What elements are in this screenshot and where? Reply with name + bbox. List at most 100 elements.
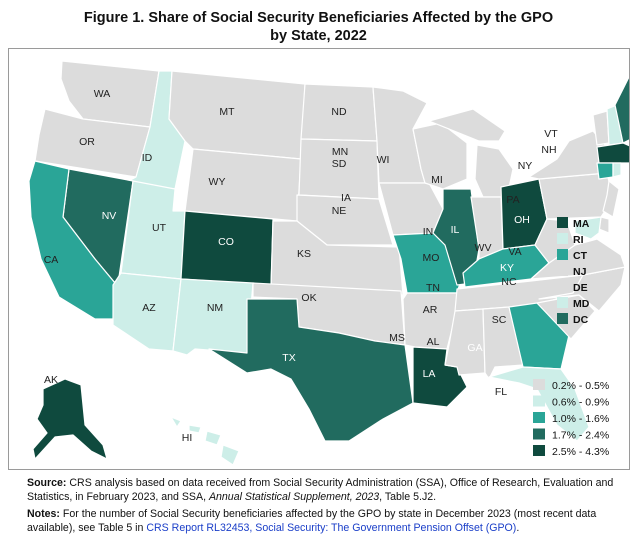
source-note: Source: CRS analysis based on data recei… bbox=[27, 476, 627, 504]
label-VA: VA bbox=[508, 246, 521, 258]
source-text: CRS analysis based on data received from… bbox=[27, 477, 614, 503]
map-legend: 0.2% - 0.5% 0.6% - 0.9% 1.0% - 1.6% 1.7% - … bbox=[533, 379, 609, 458]
label-AL: AL bbox=[427, 336, 440, 348]
small-key-label-dc: DC bbox=[573, 314, 589, 326]
figure-title-line1: Figure 1. Share of Social Security Benef… bbox=[83, 10, 554, 26]
label-ND: ND bbox=[331, 106, 347, 118]
notes-note: Notes: For the number of Social Security… bbox=[27, 507, 627, 535]
label-PA: PA bbox=[506, 194, 519, 206]
label-ID: ID bbox=[142, 152, 153, 164]
label-WI: WI bbox=[377, 154, 390, 166]
state-FL bbox=[488, 366, 590, 442]
label-CA: CA bbox=[44, 254, 59, 266]
notes-text: For the number of Social Security benefi… bbox=[27, 508, 597, 534]
small-key-label-ma: MA bbox=[573, 218, 590, 230]
label-MN: MN bbox=[332, 146, 348, 158]
state-PA bbox=[538, 172, 614, 220]
legend-label-3: 1.0% - 1.6% bbox=[552, 413, 609, 425]
legend-swatch-1 bbox=[533, 379, 545, 390]
state-CO bbox=[180, 210, 274, 286]
label-NY: NY bbox=[518, 160, 533, 172]
state-WV bbox=[534, 218, 576, 264]
small-states-key: MA RI CT NJ DE MD DC bbox=[557, 217, 590, 326]
crs-report-link[interactable]: CRS Report RL32453, Social Security: The… bbox=[146, 522, 517, 534]
legend-label-5: 2.5% - 4.3% bbox=[552, 446, 609, 458]
state-MT bbox=[168, 70, 306, 160]
state-NJ bbox=[602, 180, 620, 218]
legend-swatch-2 bbox=[533, 395, 545, 407]
label-NH: NH bbox=[541, 144, 556, 156]
state-WY bbox=[184, 148, 302, 222]
small-key-label-ri: RI bbox=[573, 234, 584, 246]
state-NM bbox=[172, 278, 254, 356]
source-italic: Annual Statistical Supplement, 2023 bbox=[208, 491, 380, 503]
small-key-label-de: DE bbox=[573, 282, 588, 294]
label-VT: VT bbox=[544, 128, 558, 140]
state-GA bbox=[508, 302, 570, 370]
state-RI bbox=[612, 162, 622, 178]
state-CT bbox=[596, 162, 614, 180]
small-key-swatch-md bbox=[557, 297, 568, 308]
label-NE: NE bbox=[332, 205, 347, 217]
label-LA: LA bbox=[423, 368, 436, 380]
label-MI: MI bbox=[431, 174, 443, 186]
small-key-swatch-dc bbox=[557, 313, 568, 324]
label-WA: WA bbox=[94, 88, 111, 100]
legend-label-2: 0.6% - 0.9% bbox=[552, 397, 609, 409]
small-key-swatch-ma bbox=[557, 217, 568, 228]
label-TN: TN bbox=[426, 282, 440, 294]
state-MA bbox=[596, 142, 629, 164]
label-NV: NV bbox=[102, 210, 117, 222]
label-CO: CO bbox=[218, 236, 234, 248]
legend-swatch-5 bbox=[533, 445, 545, 456]
label-KS: KS bbox=[297, 248, 311, 260]
label-NC: NC bbox=[501, 276, 517, 288]
state-CA bbox=[28, 160, 116, 320]
label-IA: IA bbox=[341, 192, 351, 204]
notes-label: Notes: bbox=[27, 508, 60, 520]
small-key-label-md: MD bbox=[573, 298, 590, 310]
label-OR: OR bbox=[79, 136, 95, 148]
label-HI: HI bbox=[182, 432, 193, 444]
label-NM: NM bbox=[207, 302, 223, 314]
source-text-end: , Table 5.J2. bbox=[379, 491, 437, 503]
small-key-swatch-nj bbox=[557, 265, 568, 276]
label-MT: MT bbox=[219, 106, 235, 118]
label-GA: GA bbox=[467, 342, 482, 354]
label-TX: TX bbox=[282, 352, 295, 364]
state-TX bbox=[208, 298, 414, 442]
legend-label-1: 0.2% - 0.5% bbox=[552, 380, 609, 392]
label-OK: OK bbox=[301, 292, 316, 304]
label-UT: UT bbox=[152, 222, 167, 234]
small-key-label-nj: NJ bbox=[573, 266, 587, 278]
label-KY: KY bbox=[500, 262, 514, 274]
label-AK: AK bbox=[44, 374, 58, 386]
label-ME: ME bbox=[557, 110, 573, 122]
figure-title-line2: by State, 2022 bbox=[270, 28, 367, 44]
state-NE bbox=[296, 194, 394, 246]
label-IL: IL bbox=[451, 224, 460, 236]
state-HI bbox=[170, 416, 240, 466]
small-key-swatch-ct bbox=[557, 249, 568, 260]
label-IN: IN bbox=[423, 226, 434, 238]
state-AK bbox=[32, 378, 108, 460]
label-MO: MO bbox=[423, 252, 440, 264]
label-WV: WV bbox=[475, 242, 492, 254]
label-MS: MS bbox=[389, 332, 405, 344]
state-MD bbox=[574, 216, 602, 240]
label-FL: FL bbox=[495, 386, 507, 398]
small-key-label-ct: CT bbox=[573, 250, 588, 262]
legend-swatch-3 bbox=[533, 412, 545, 423]
label-SC: SC bbox=[492, 314, 507, 326]
small-key-swatch-de bbox=[557, 281, 568, 292]
small-key-swatch-ri bbox=[557, 233, 568, 244]
source-label: Source: bbox=[27, 477, 67, 489]
legend-label-4: 1.7% - 2.4% bbox=[552, 430, 609, 442]
label-OH: OH bbox=[514, 214, 530, 226]
notes-end: . bbox=[516, 522, 520, 534]
figure-title: Figure 1. Share of Social Security Benef… bbox=[0, 9, 637, 45]
label-SD: SD bbox=[332, 158, 347, 170]
state-IA bbox=[378, 182, 444, 236]
label-AZ: AZ bbox=[142, 302, 156, 314]
map-frame: WA OR ID MT WY ND SD NE KS OK TX NM AZ U… bbox=[8, 48, 630, 470]
